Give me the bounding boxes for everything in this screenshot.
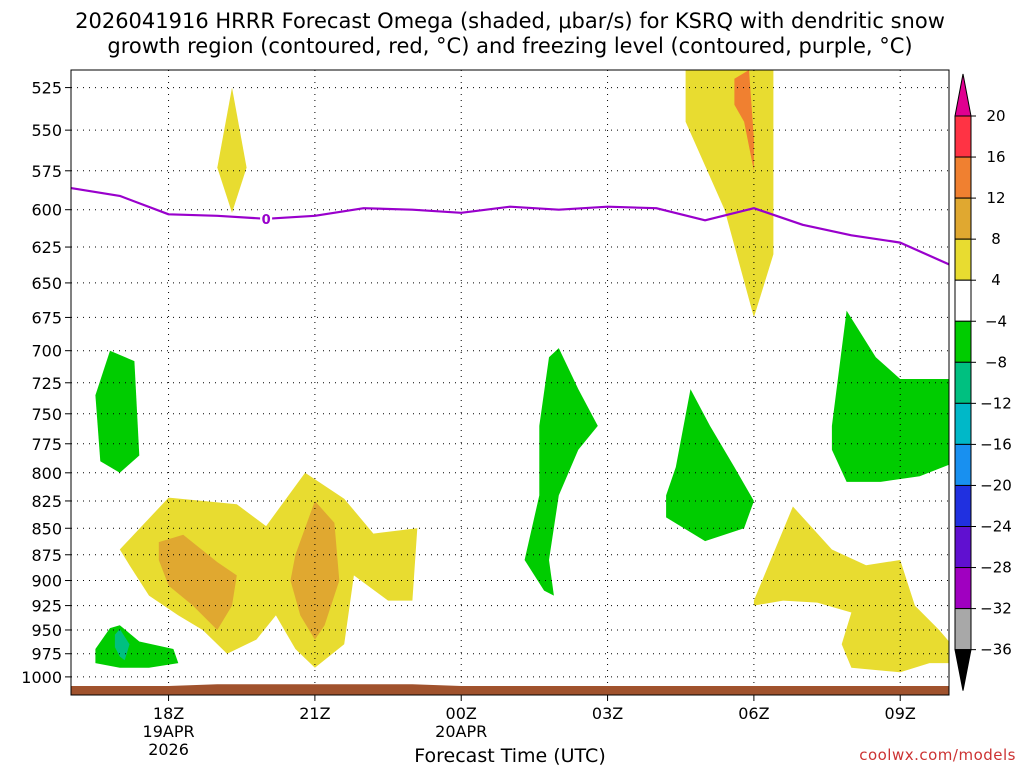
colorbar-swatch-12 xyxy=(954,608,972,651)
y-tick-label-1: 550 xyxy=(31,121,62,140)
x-tick-label-3: 03Z xyxy=(592,704,623,723)
colorbar-swatch-10 xyxy=(954,526,972,569)
omega-region-7 xyxy=(95,350,140,473)
x-tick-label-5: 09Z xyxy=(885,704,916,723)
omega-region-6 xyxy=(734,70,754,171)
terrain-fill xyxy=(71,684,949,695)
y-tick-label-2: 575 xyxy=(31,162,62,181)
omega-region-10 xyxy=(666,389,754,542)
y-tick-label-0: 525 xyxy=(31,79,62,98)
colorbar-label-0: 20 xyxy=(986,107,1005,125)
omega-region-1 xyxy=(119,472,418,668)
freezing-level-label: 0 xyxy=(262,213,271,228)
colorbar-label-4: 4 xyxy=(991,271,1001,289)
x-tick-year-0: 2026 xyxy=(148,740,189,759)
x-tick-date-0: 19APR xyxy=(143,722,195,741)
y-tick-label-19: 1000 xyxy=(21,668,62,687)
x-axis-label: Forecast Time (UTC) xyxy=(414,745,605,767)
y-tick-label-5: 650 xyxy=(31,274,62,293)
freezing-level-label-bg xyxy=(260,209,273,227)
colorbar: 20 16 12 8 4 −4 −8 −12 −16 −20 −24 −28 −32 −36 xyxy=(954,73,1012,691)
y-tick-label-4: 625 xyxy=(31,238,62,257)
y-tick-label-6: 675 xyxy=(31,308,62,327)
omega-region-0 xyxy=(217,87,247,213)
colorbar-label-7: −12 xyxy=(980,394,1012,412)
x-tick-date-2: 20APR xyxy=(435,722,487,741)
colorbar-label-6: −8 xyxy=(985,353,1007,371)
freezing-level-series: 0 xyxy=(70,187,950,266)
omega-region-5 xyxy=(290,501,340,640)
y-tick-label-17: 950 xyxy=(31,621,62,640)
y-tick-label-16: 925 xyxy=(31,597,62,616)
colorbar-swatch-3 xyxy=(954,238,972,281)
colorbar-swatch-5 xyxy=(954,320,972,363)
x-tick-label-2: 00Z xyxy=(446,704,477,723)
colorbar-label-1: 16 xyxy=(986,148,1005,166)
y-tick-label-14: 875 xyxy=(31,546,62,565)
colorbar-label-8: −16 xyxy=(980,435,1012,453)
omega-region-2 xyxy=(685,70,774,318)
colorbar-swatch-7 xyxy=(954,402,972,445)
credit-text: coolwx.com/models xyxy=(859,746,1016,764)
colorbar-label-10: −24 xyxy=(980,518,1012,536)
y-tick-label-11: 800 xyxy=(31,464,62,483)
y-tick-label-12: 825 xyxy=(31,492,62,511)
colorbar-swatch-8 xyxy=(954,443,972,486)
y-axis-ticks: 525 550 575 600 625 650 675 700 725 750 775 800 825 8… xyxy=(21,79,71,687)
colorbar-swatch-6 xyxy=(954,361,972,404)
freezing-level-line xyxy=(70,187,950,266)
y-tick-label-3: 600 xyxy=(31,201,62,220)
omega-region-8 xyxy=(95,625,179,668)
y-tick-label-7: 700 xyxy=(31,342,62,361)
colorbar-bottom-arrow xyxy=(954,649,972,691)
x-tick-label-1: 21Z xyxy=(299,704,330,723)
terrain-band xyxy=(71,684,949,695)
omega-region-12 xyxy=(114,629,130,661)
grid-lines xyxy=(71,70,949,695)
colorbar-label-9: −20 xyxy=(980,476,1012,494)
colorbar-label-13: −36 xyxy=(980,641,1012,659)
x-tick-label-0: 18Z xyxy=(153,704,184,723)
y-tick-label-15: 900 xyxy=(31,572,62,591)
omega-region-4 xyxy=(158,534,237,630)
colorbar-swatch-9 xyxy=(954,484,972,528)
colorbar-swatch-0 xyxy=(954,115,972,158)
colorbar-label-12: −32 xyxy=(980,600,1012,618)
colorbar-swatch-4 xyxy=(954,279,972,322)
chart-title-line2: growth region (contoured, red, °C) and f… xyxy=(107,34,912,58)
colorbar-label-11: −28 xyxy=(980,559,1012,577)
y-tick-label-8: 725 xyxy=(31,374,62,393)
colorbar-swatch-1 xyxy=(954,156,972,199)
colorbar-top-arrow xyxy=(954,73,972,117)
y-tick-label-13: 850 xyxy=(31,519,62,538)
x-tick-label-4: 06Z xyxy=(738,704,769,723)
y-tick-label-18: 975 xyxy=(31,645,62,664)
colorbar-swatch-2 xyxy=(954,197,972,240)
omega-region-11 xyxy=(831,310,949,482)
colorbar-label-2: 12 xyxy=(986,189,1005,207)
omega-shaded-regions xyxy=(95,70,949,673)
colorbar-label-3: 8 xyxy=(991,230,1001,248)
y-tick-label-10: 775 xyxy=(31,435,62,454)
colorbar-swatch-11 xyxy=(954,567,972,610)
y-tick-label-9: 750 xyxy=(31,405,62,424)
omega-region-9 xyxy=(524,348,598,596)
colorbar-label-5: −4 xyxy=(985,312,1007,330)
chart-title-line1: 2026041916 HRRR Forecast Omega (shaded, … xyxy=(75,9,945,33)
omega-region-3 xyxy=(753,506,949,673)
